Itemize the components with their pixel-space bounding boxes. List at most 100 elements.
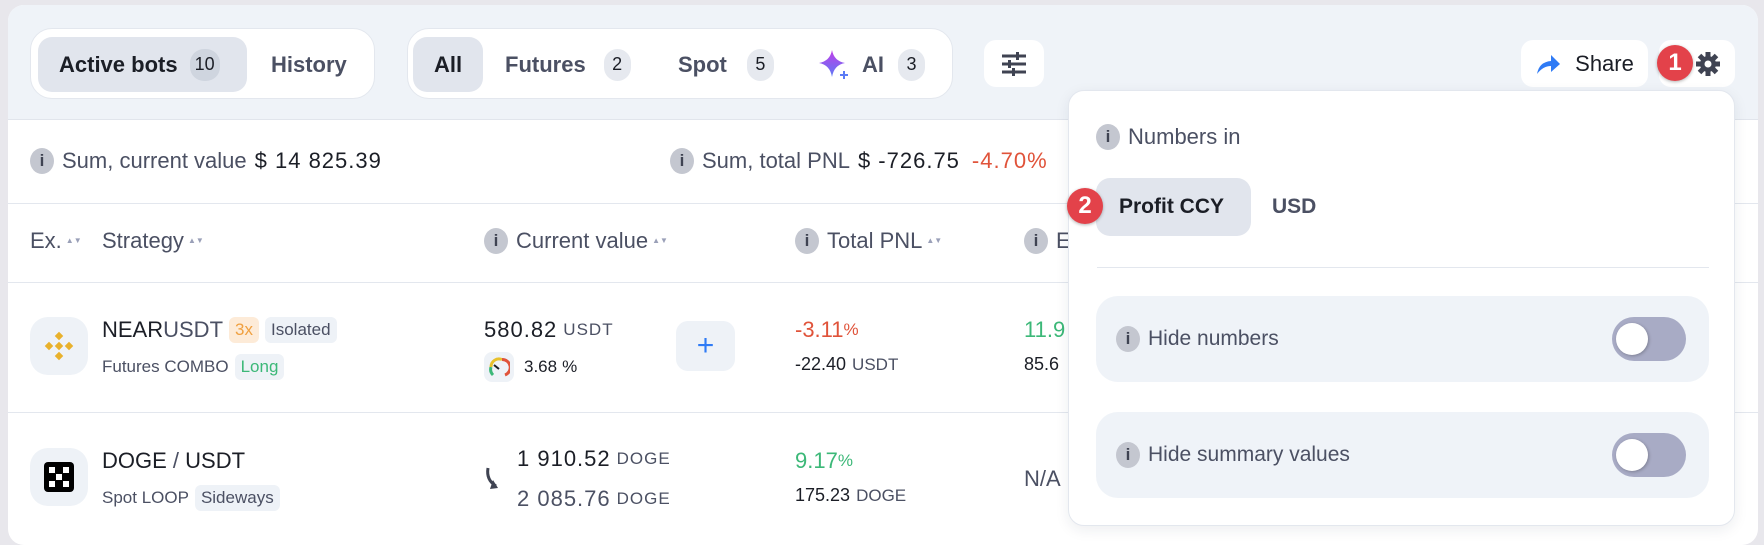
- pnl-value: -3.11: [795, 317, 844, 342]
- pnl-value: -22.40: [795, 354, 847, 374]
- pair-name[interactable]: DOGE / USDT: [102, 448, 245, 474]
- info-icon[interactable]: i: [1096, 124, 1120, 150]
- count-badge: 10: [189, 48, 220, 81]
- value: 580.82: [484, 317, 558, 342]
- filter-spot[interactable]: Spot 5: [678, 37, 788, 92]
- summary-label: Sum, total PNL: [702, 148, 850, 173]
- sparkle-icon: [819, 49, 848, 79]
- sort-icon: ▲▼: [65, 236, 82, 245]
- info-icon[interactable]: i: [670, 148, 694, 174]
- direction-badge: Long: [234, 354, 285, 380]
- info-icon[interactable]: i: [1024, 228, 1048, 254]
- sort-icon: ▲▼: [187, 236, 204, 245]
- value-bottom: 2 085.76 DOGE: [517, 486, 671, 512]
- share-arrow-icon: [1537, 54, 1561, 74]
- sort-icon: ▲▼: [652, 236, 668, 245]
- divider: [8, 282, 1758, 283]
- value-top: 1 910.52 DOGE: [517, 446, 671, 472]
- divider: [1097, 267, 1709, 268]
- sliders-icon: [1002, 51, 1026, 76]
- pnl-unit: %: [837, 451, 853, 470]
- step-badge-2: 2: [1067, 188, 1103, 224]
- option-usd[interactable]: USD: [1272, 178, 1316, 236]
- ccy: DOGE: [616, 489, 671, 508]
- column-strategy[interactable]: Strategy ▲▼: [102, 228, 204, 254]
- column-exchange[interactable]: Ex. ▲▼: [30, 228, 82, 254]
- column-label: Total PNL: [827, 228, 923, 253]
- strategy-line: Spot LOOP Sideways: [102, 485, 280, 511]
- ccy: DOGE: [856, 485, 907, 505]
- next-col-sub: 85.6: [1024, 354, 1060, 374]
- gauge-icon: [484, 352, 514, 382]
- option-label: USD: [1272, 195, 1317, 218]
- pair-separator: /: [166, 448, 186, 473]
- filter-all[interactable]: All: [413, 37, 483, 92]
- quote-ccy: USDT: [185, 448, 246, 473]
- info-icon[interactable]: i: [1116, 326, 1140, 352]
- summary-current-value: i Sum, current value $ 14 825.39: [30, 148, 382, 174]
- add-funds-button[interactable]: +: [676, 321, 735, 371]
- summary-total-pnl: i Sum, total PNL $ -726.75 -4.70%: [670, 148, 1048, 174]
- type-filter-tabs: All Futures 2 Spot 5 AI 3: [407, 28, 953, 99]
- option-profit-ccy[interactable]: Profit CCY: [1096, 178, 1251, 236]
- risk-value: 3.68: [524, 357, 558, 376]
- label: Hide numbers: [1148, 327, 1279, 350]
- tab-label: Active bots: [59, 51, 178, 77]
- filter-label: All: [433, 51, 463, 77]
- tab-label: History: [271, 51, 347, 77]
- hide-numbers-toggle[interactable]: [1612, 317, 1686, 361]
- column-total-pnl[interactable]: i Total PNL ▲▼: [795, 228, 942, 254]
- strategy-name: Spot LOOP: [102, 488, 189, 507]
- ccy: USDT: [563, 320, 614, 339]
- plus-icon: +: [696, 329, 715, 362]
- hide-numbers-row: i Hide numbers: [1096, 296, 1709, 382]
- filter-settings-button[interactable]: [984, 40, 1044, 87]
- filter-futures[interactable]: Futures 2: [505, 37, 645, 92]
- info-icon[interactable]: i: [795, 228, 819, 254]
- gear-icon: [1696, 51, 1720, 76]
- leverage-badge: 3x: [229, 317, 259, 343]
- tab-history[interactable]: History: [257, 37, 367, 92]
- numbers-in-label: i Numbers in: [1096, 124, 1240, 150]
- summary-pct: -4.70%: [971, 148, 1048, 173]
- column-label: E: [1056, 228, 1071, 253]
- pnl-value: 9.17: [795, 448, 838, 473]
- column-current-value[interactable]: i Current value ▲▼: [484, 228, 668, 254]
- next-col-value: 11.9: [1024, 317, 1066, 342]
- next-col-value: N/A: [1024, 466, 1061, 491]
- summary-value: $ -726.75: [857, 148, 960, 173]
- pnl-unit: %: [843, 320, 859, 339]
- base-ccy: DOGE: [102, 448, 167, 473]
- hide-summary-toggle[interactable]: [1612, 433, 1686, 477]
- okx-logo-icon: [30, 448, 88, 506]
- filter-label: AI: [862, 51, 884, 77]
- option-label: Profit CCY: [1119, 195, 1224, 218]
- count-badge: 5: [746, 48, 774, 81]
- pnl-abs: 175.23 DOGE: [795, 485, 906, 506]
- ccy: USDT: [852, 354, 899, 374]
- info-icon[interactable]: i: [484, 228, 508, 254]
- hide-summary-row: i Hide summary values: [1096, 412, 1709, 498]
- share-button[interactable]: Share: [1521, 40, 1648, 87]
- risk-indicator: 3.68%: [484, 352, 577, 382]
- info-icon[interactable]: i: [1116, 442, 1140, 468]
- pair-name[interactable]: NEAR USDT 3x Isolated: [102, 317, 337, 343]
- filter-ai[interactable]: AI 3: [818, 37, 943, 92]
- bot-state-tabs: Active bots 10 History: [30, 28, 375, 99]
- divider: [8, 203, 1758, 204]
- filter-label: Spot: [678, 51, 727, 77]
- direction-badge: Sideways: [194, 485, 280, 511]
- value: 1 910.52: [517, 446, 611, 471]
- summary-value: $ 14 825.39: [254, 148, 382, 173]
- pnl-abs: -22.40 USDT: [795, 354, 898, 375]
- tab-active-bots[interactable]: Active bots 10: [38, 37, 247, 92]
- curved-arrow-icon: [486, 467, 498, 489]
- toggle-knob: [1616, 439, 1648, 471]
- display-settings-dropdown: i Numbers in Profit CCY USD i Hide numbers…: [1068, 90, 1735, 526]
- filter-label: Futures: [505, 51, 586, 77]
- share-label: Share: [1575, 50, 1634, 76]
- info-icon[interactable]: i: [30, 148, 54, 174]
- step-badge-1: 1: [1657, 45, 1693, 81]
- count-badge: 2: [603, 48, 631, 81]
